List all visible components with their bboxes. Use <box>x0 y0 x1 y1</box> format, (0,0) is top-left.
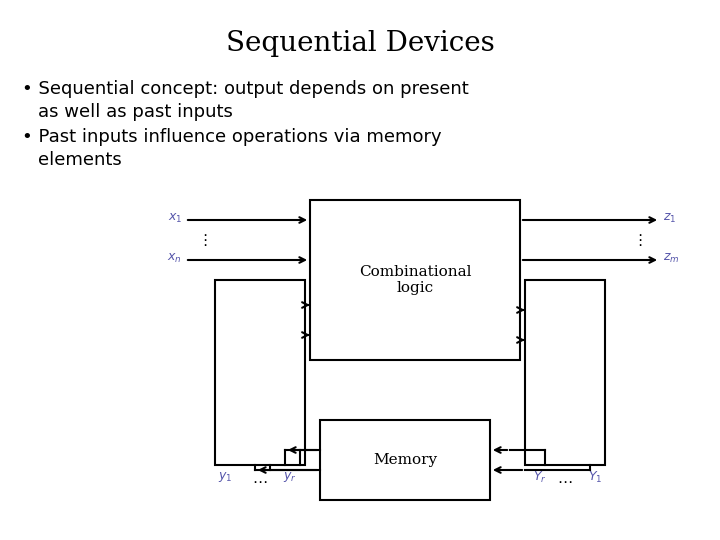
Text: • Sequential concept: output depends on present: • Sequential concept: output depends on … <box>22 80 469 98</box>
Text: Sequential Devices: Sequential Devices <box>225 30 495 57</box>
Text: $y_1$: $y_1$ <box>217 470 233 484</box>
Text: ⋮: ⋮ <box>197 233 212 247</box>
Bar <box>525 280 605 465</box>
Text: ⋮: ⋮ <box>632 233 647 247</box>
Text: $z_1$: $z_1$ <box>663 212 676 225</box>
Text: as well as past inputs: as well as past inputs <box>38 103 233 121</box>
Text: ⋯: ⋯ <box>557 475 572 490</box>
Text: $z_m$: $z_m$ <box>663 252 680 265</box>
Text: ⋯: ⋯ <box>253 475 268 490</box>
Text: $Y_r$: $Y_r$ <box>533 470 547 485</box>
Bar <box>310 200 520 360</box>
Bar <box>215 280 305 465</box>
Text: $x_n$: $x_n$ <box>167 252 182 265</box>
Text: Memory: Memory <box>373 453 437 467</box>
Text: $Y_1$: $Y_1$ <box>588 470 602 485</box>
Text: $x_1$: $x_1$ <box>168 212 182 225</box>
Text: $y_r$: $y_r$ <box>283 470 297 484</box>
Text: elements: elements <box>38 151 122 169</box>
Text: Combinational
logic: Combinational logic <box>359 265 472 295</box>
Bar <box>320 420 490 500</box>
Text: • Past inputs influence operations via memory: • Past inputs influence operations via m… <box>22 128 441 146</box>
